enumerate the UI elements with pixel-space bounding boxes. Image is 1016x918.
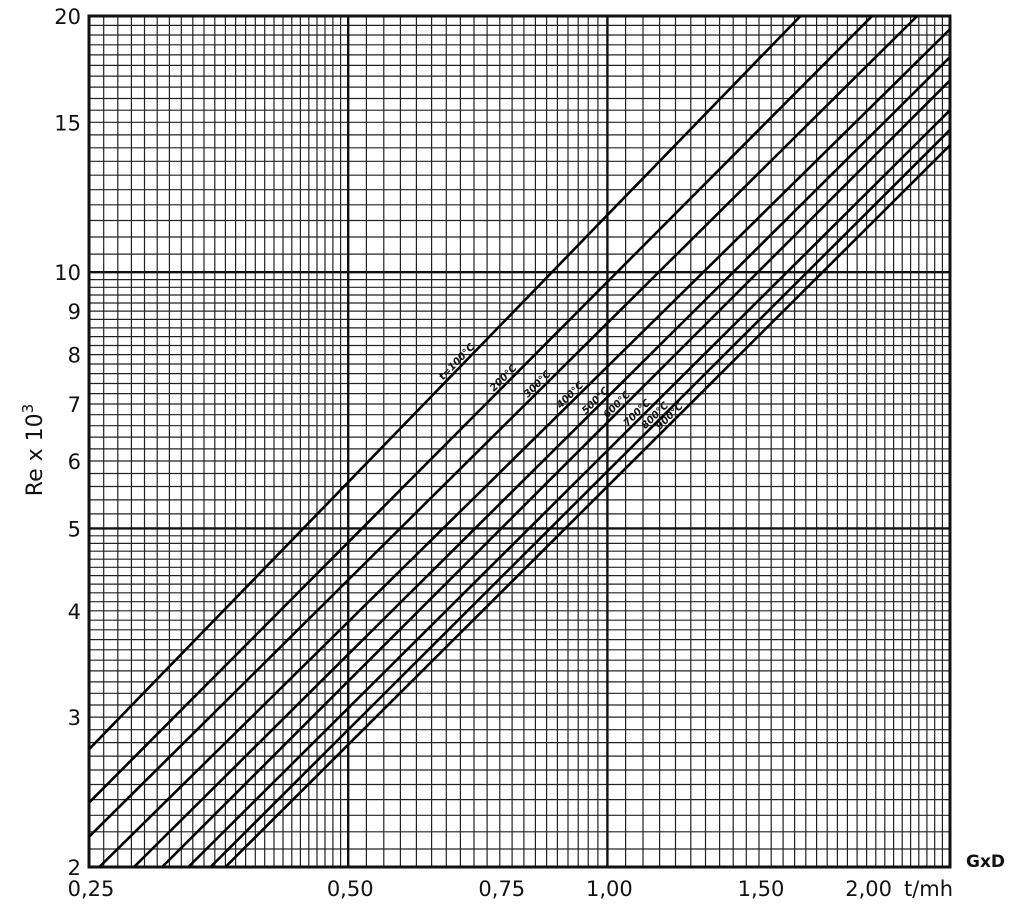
y-tick-label: 2 xyxy=(68,856,81,880)
series-line xyxy=(209,128,951,868)
series-lines xyxy=(88,15,951,868)
x-tick-label: 1,50 xyxy=(738,877,785,901)
series-line xyxy=(133,56,951,868)
y-tick-label: 5 xyxy=(68,517,81,541)
y-tick-label: 3 xyxy=(68,706,81,730)
series-line xyxy=(224,144,951,868)
series-line xyxy=(88,15,919,838)
major-grid xyxy=(89,16,950,867)
x-tick-label: 0,25 xyxy=(68,877,115,901)
series-line xyxy=(88,15,874,804)
minor-grid-vertical xyxy=(88,16,951,867)
series-line xyxy=(88,15,802,751)
y-axis-label-text: Re x 10 xyxy=(23,413,48,496)
x-tick-label: 2,00 xyxy=(845,877,892,901)
x-tick-label: 1,00 xyxy=(586,877,633,901)
y-tick-labels: 2 3 4 5 6 7 8 9 10 15 20 xyxy=(54,5,81,880)
y-tick-label: 7 xyxy=(68,393,81,417)
minor-grid-horizontal xyxy=(89,15,950,868)
x-axis-unit: t/mh xyxy=(904,877,953,901)
series-line xyxy=(98,28,951,868)
y-axis-label: Re x 103 xyxy=(19,404,48,496)
series-line xyxy=(187,109,951,868)
y-axis-label-exponent: 3 xyxy=(19,404,37,414)
x-tick-label: 0,50 xyxy=(327,877,374,901)
plot-frame xyxy=(87,14,952,869)
x-tick-labels: 0,25 0,50 0,75 1,00 1,50 2,00 xyxy=(68,877,892,901)
series-line xyxy=(161,79,951,868)
series-label: 200°C xyxy=(488,362,520,394)
y-tick-label: 20 xyxy=(54,5,81,29)
x-axis-label: GxD xyxy=(966,852,1005,872)
y-tick-label: 4 xyxy=(68,600,81,624)
y-tick-label: 9 xyxy=(68,300,81,324)
y-tick-label: 15 xyxy=(54,111,81,135)
series-label: t=100°C xyxy=(437,341,478,382)
y-tick-label: 8 xyxy=(68,344,81,368)
y-tick-label: 10 xyxy=(54,261,81,285)
y-tick-label: 6 xyxy=(68,450,81,474)
x-tick-label: 0,75 xyxy=(478,877,525,901)
